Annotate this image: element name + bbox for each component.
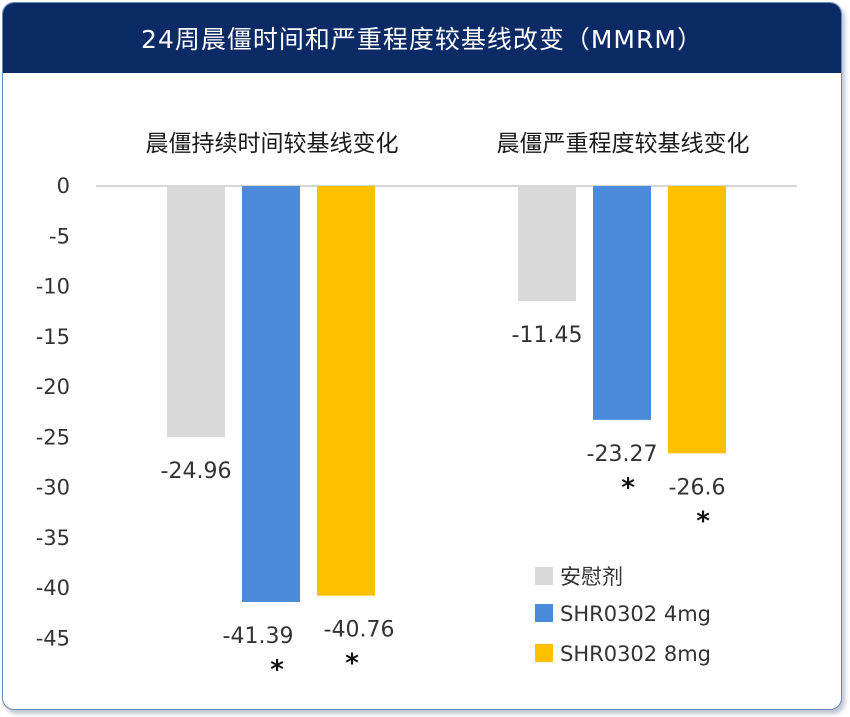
data-label: -23.27 [587, 442, 658, 467]
data-label: -11.45 [512, 323, 583, 348]
data-label: -41.39 [223, 624, 294, 649]
y-tick-label: -15 [36, 325, 70, 349]
y-tick-label: -40 [36, 576, 70, 600]
bar [593, 186, 651, 420]
significance-marker: * [270, 655, 284, 685]
y-tick-label: -30 [36, 476, 70, 500]
y-tick-label: -45 [36, 626, 70, 650]
chart-title: 24周晨僵时间和严重程度较基线改变（MMRM） [3, 3, 841, 73]
bar [242, 186, 300, 602]
data-label: -24.96 [161, 459, 232, 484]
significance-marker: * [621, 473, 635, 503]
y-tick-label: -20 [36, 375, 70, 399]
legend-label: 安慰剂 [560, 565, 623, 589]
y-tick-label: -5 [49, 224, 70, 248]
y-tick-label: -35 [36, 526, 70, 550]
bar [167, 186, 225, 437]
data-label: -26.6 [669, 475, 726, 500]
legend-swatch [535, 644, 553, 662]
significance-marker: * [345, 649, 359, 679]
bar [668, 186, 726, 454]
panel-title: 晨僵严重程度较基线变化 [497, 131, 750, 157]
y-tick-label: -25 [36, 425, 70, 449]
significance-marker: * [696, 506, 710, 536]
legend-swatch [535, 567, 553, 585]
data-label: -40.76 [324, 618, 395, 643]
bar [518, 186, 576, 302]
bar [317, 186, 375, 596]
legend-label: SHR0302 4mg [560, 602, 711, 626]
panel-title: 晨僵持续时间较基线变化 [146, 131, 399, 157]
y-tick-label: 0 [57, 174, 70, 198]
legend-label: SHR0302 8mg [560, 642, 711, 666]
y-tick-label: -10 [36, 275, 70, 299]
legend-swatch [535, 604, 553, 622]
